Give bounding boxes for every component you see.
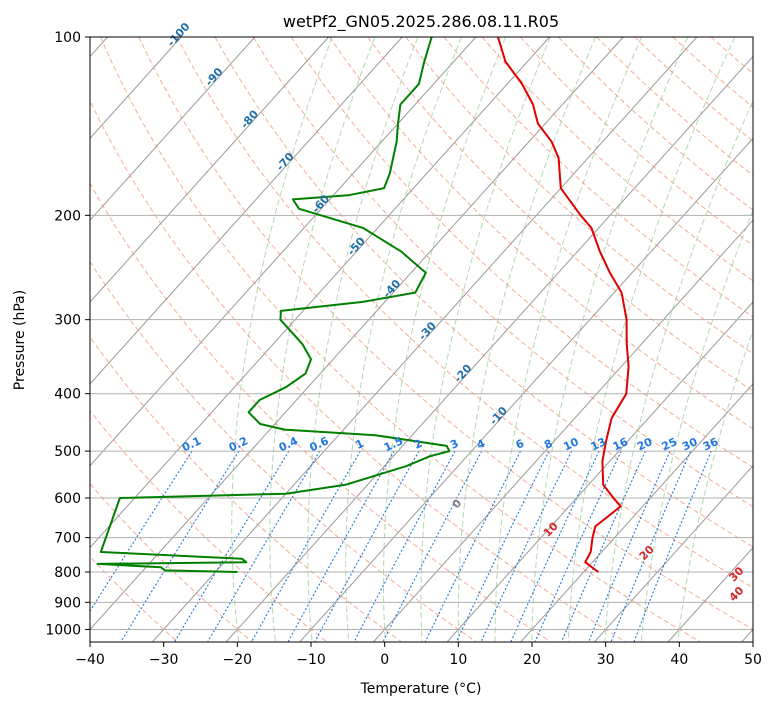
- moist-adiabat-line: [269, 37, 376, 642]
- mixing-ratio-line: [480, 450, 573, 642]
- isotherm-line: [90, 37, 329, 303]
- x-tick-label: −30: [149, 652, 179, 668]
- pressure-gridlines: [90, 36, 753, 630]
- dry-adiabat-line: [90, 555, 178, 642]
- mixing-ratio-line: [510, 450, 600, 642]
- dry-adiabat-line: [90, 260, 477, 642]
- dry-adiabat-line: [252, 37, 753, 508]
- isotherm-line: [90, 37, 256, 221]
- x-axis-title: Temperature (°C): [360, 681, 482, 697]
- x-tick-label: −40: [75, 652, 105, 668]
- background-lines: [90, 37, 753, 642]
- x-tick-label: 10: [449, 652, 467, 668]
- y-axis-ticks: 100 200 300 400 500 600 700 800 900 1000: [45, 30, 90, 638]
- y-tick-label: 300: [54, 313, 81, 329]
- moist-adiabat-line: [457, 37, 597, 642]
- mixing-ratio-line: [424, 450, 521, 642]
- y-tick-label: 400: [54, 387, 81, 403]
- mixing-ratio-label: 36: [701, 435, 721, 453]
- x-tick-label: 0: [380, 652, 389, 668]
- y-tick-label: 100: [54, 30, 81, 46]
- x-tick-label: −20: [223, 652, 253, 668]
- dry-adiabat-line: [367, 37, 753, 392]
- mixing-ratio-line: [610, 450, 692, 642]
- dry-adiabat-line: [90, 410, 328, 642]
- mixing-ratio-line: [633, 450, 712, 642]
- mixing-ratio-line: [314, 450, 420, 642]
- isotherm-line: [520, 383, 753, 642]
- dry-adiabat-line: [290, 37, 753, 469]
- dry-adiabat-line: [138, 37, 753, 630]
- x-axis-ticks: −40 −30 −20 −10 0 10 20 30 40 50: [75, 642, 762, 668]
- mixing-ratio-label: 25: [660, 435, 679, 453]
- moist-adiabat-line: [677, 328, 753, 642]
- mixing-ratio-line: [382, 450, 483, 642]
- x-tick-label: 20: [523, 652, 541, 668]
- mixing-ratio-label: 20: [635, 435, 655, 453]
- x-tick-label: 40: [670, 652, 688, 668]
- mixing-ratio-label: 30: [680, 435, 700, 453]
- isotherm-line: [90, 37, 403, 385]
- isotherm-line: [90, 37, 477, 467]
- isotherm-line: [593, 464, 753, 642]
- moist-adiabat-line: [567, 37, 736, 642]
- moist-adiabat-line: [383, 37, 507, 642]
- moist-adiabat-line: [345, 37, 462, 642]
- mixing-ratio-line: [534, 450, 622, 642]
- isotherm-line: [90, 37, 550, 549]
- y-tick-label: 700: [54, 531, 81, 547]
- moist-adiabat-line: [231, 37, 333, 642]
- x-tick-label: 30: [597, 652, 615, 668]
- dry-adiabat-line: [100, 37, 701, 642]
- y-tick-label: 800: [54, 565, 81, 581]
- dewpoint-line: [96, 37, 451, 573]
- moist-adiabat-line: [494, 37, 642, 642]
- isotherm-line: [446, 301, 753, 642]
- chart-title: wetPf2_GN05.2025.286.08.11.R05: [283, 12, 559, 32]
- mixing-ratio-label: 13: [589, 435, 608, 453]
- isotherm-line: [90, 37, 624, 631]
- dry-adiabat-line: [90, 483, 253, 642]
- isotherm-line: [225, 55, 753, 642]
- temperature-line: [497, 37, 630, 573]
- mixing-ratio-line: [287, 450, 395, 642]
- moist-adiabat-line: [604, 99, 753, 642]
- moist-adiabat-line: [640, 209, 753, 642]
- y-tick-label: 500: [54, 444, 81, 460]
- plot-frame: [89, 36, 754, 643]
- mixing-ratio-label: 10: [561, 435, 581, 453]
- x-tick-label: 50: [744, 652, 762, 668]
- mixing-ratio-label: 16: [611, 435, 631, 453]
- y-tick-label: 900: [54, 595, 81, 611]
- y-tick-label: 600: [54, 491, 81, 507]
- isotherm-line: [299, 137, 753, 642]
- moist-adiabat-line: [531, 37, 689, 642]
- dry-adiabat-line: [405, 37, 753, 355]
- moist-adiabat-line: [307, 37, 419, 642]
- x-tick-label: −10: [296, 652, 326, 668]
- mixing-ratio-line: [455, 450, 550, 642]
- moist-adiabat-line: [420, 37, 551, 642]
- mixing-ratio-line: [251, 450, 361, 642]
- dry-adiabat-line: [329, 37, 753, 430]
- y-tick-label: 1000: [45, 622, 81, 638]
- isotherm-line: [151, 37, 698, 642]
- dry-adiabat-line: [90, 336, 402, 642]
- mixing-ratio-line: [353, 450, 456, 642]
- isotherm-line: [372, 219, 753, 642]
- profile-series: [96, 37, 630, 573]
- y-axis-title: Pressure (hPa): [12, 290, 28, 390]
- dry-adiabat-line: [90, 99, 626, 642]
- y-tick-label: 200: [54, 208, 81, 224]
